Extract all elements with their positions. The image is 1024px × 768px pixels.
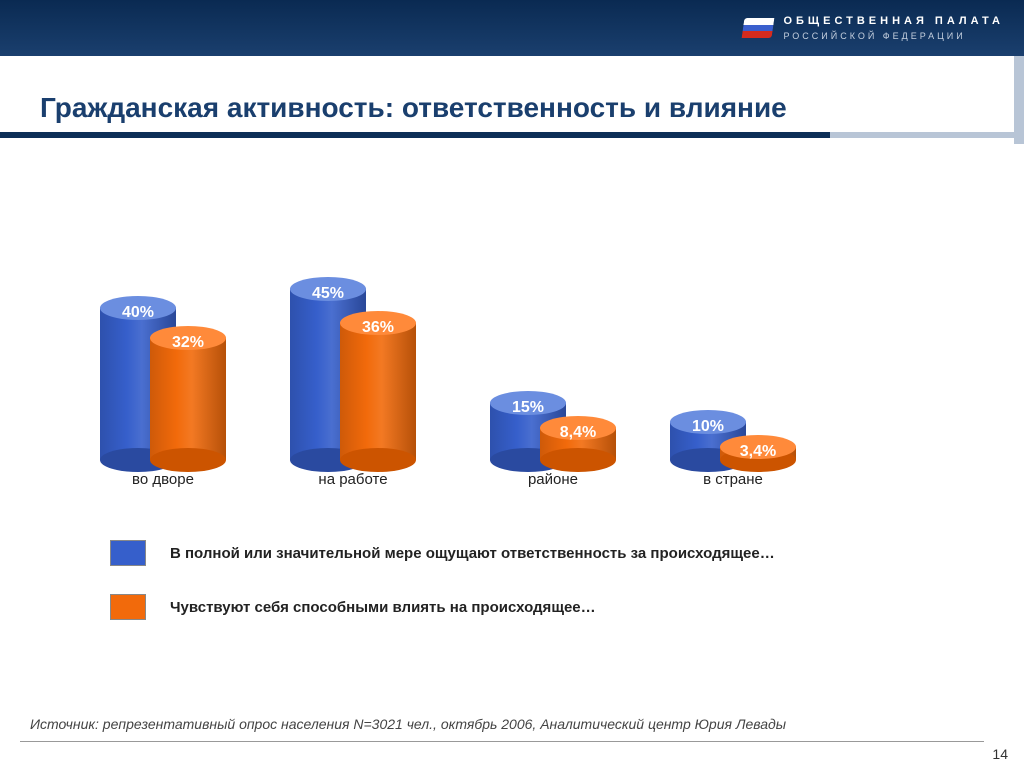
- footer-divider: [20, 741, 984, 742]
- value-label: 32%: [150, 334, 226, 352]
- legend-text: В полной или значительной мере ощущают о…: [170, 545, 775, 562]
- category-label: во дворе: [63, 471, 263, 488]
- value-label: 15%: [490, 399, 566, 417]
- org-name-line1: ОБЩЕСТВЕННАЯ ПАЛАТА: [783, 15, 1004, 27]
- legend-swatch: [110, 594, 146, 620]
- value-label: 10%: [670, 418, 746, 436]
- page-number: 14: [992, 746, 1008, 762]
- flag-icon: [742, 18, 775, 38]
- value-label: 36%: [340, 319, 416, 337]
- cylinder-chart: 40%32%во дворе45%36%на работе15%8,4%в го…: [60, 170, 840, 490]
- value-label: 45%: [290, 285, 366, 303]
- header-band: ОБЩЕСТВЕННАЯ ПАЛАТА РОССИЙСКОЙ ФЕДЕРАЦИИ: [0, 0, 1024, 56]
- org-name-line2: РОССИЙСКОЙ ФЕДЕРАЦИИ: [783, 31, 1004, 41]
- org-text: ОБЩЕСТВЕННАЯ ПАЛАТА РОССИЙСКОЙ ФЕДЕРАЦИИ: [783, 15, 1004, 41]
- legend-row: В полной или значительной мере ощущают о…: [110, 540, 775, 566]
- source-text: Источник: репрезентативный опрос населен…: [30, 716, 786, 732]
- header-logo: ОБЩЕСТВЕННАЯ ПАЛАТА РОССИЙСКОЙ ФЕДЕРАЦИИ: [743, 0, 1004, 56]
- category-label: в стране: [633, 471, 833, 488]
- cylinder-influence: 32%: [150, 338, 226, 460]
- legend: В полной или значительной мере ощущают о…: [110, 540, 775, 648]
- title-underline: [0, 132, 1024, 138]
- side-accent: [1014, 56, 1024, 144]
- value-label: 40%: [100, 304, 176, 322]
- legend-text: Чувствуют себя способными влиять на прои…: [170, 599, 596, 616]
- legend-row: Чувствуют себя способными влиять на прои…: [110, 594, 775, 620]
- cylinder-influence: 36%: [340, 323, 416, 460]
- category-label: на работе: [253, 471, 453, 488]
- cylinder-influence: 8,4%: [540, 428, 616, 460]
- cylinder-influence: 3,4%: [720, 447, 796, 460]
- value-label: 3,4%: [720, 443, 796, 461]
- value-label: 8,4%: [540, 424, 616, 442]
- page-title: Гражданская активность: ответственность …: [40, 92, 787, 124]
- legend-swatch: [110, 540, 146, 566]
